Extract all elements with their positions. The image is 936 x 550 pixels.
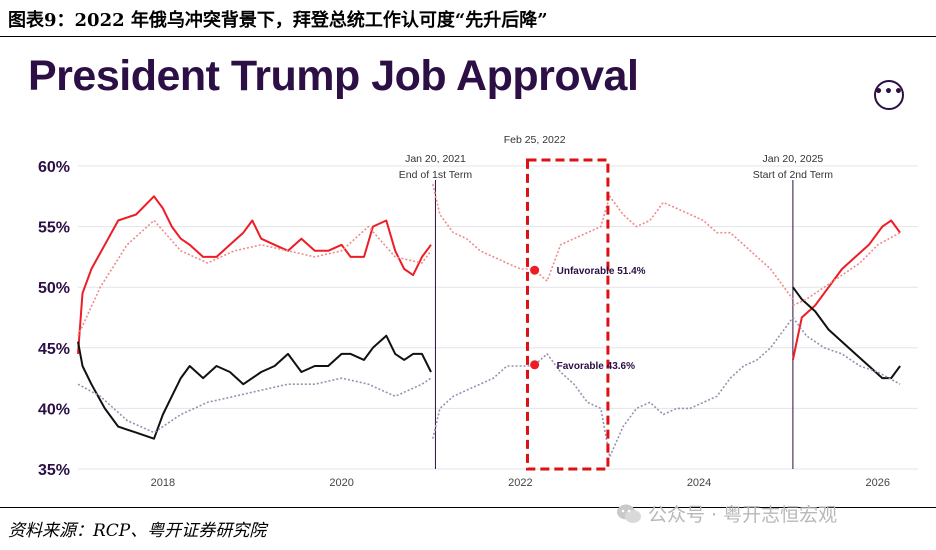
series-line (792, 317, 901, 385)
series-line (792, 231, 901, 307)
x-tick-label: 2020 (329, 477, 353, 489)
date-annotation: Feb 25, 2022 (504, 134, 566, 146)
term-vline-label: Jan 20, 2021 (405, 153, 466, 165)
source-note: 资料来源：RCP、粤开证券研究院 (8, 521, 267, 541)
more-options-button[interactable]: ••• (874, 80, 904, 110)
series-line (792, 286, 901, 380)
series-line (432, 317, 794, 458)
series-line (432, 184, 794, 300)
data-point-label: Favorable 43.6% (557, 361, 635, 372)
x-tick-label: 2018 (151, 477, 175, 489)
x-tick-label: 2022 (508, 477, 532, 489)
data-point-label: Unfavorable 51.4% (557, 266, 646, 277)
y-tick-label: 45% (38, 341, 70, 358)
highlight-box (525, 158, 610, 471)
term-vline-label: Start of 2nd Term (753, 169, 834, 181)
watermark-text: 公众号 · 粤开志恒宏观 (648, 504, 838, 526)
series-line (77, 195, 432, 354)
series-line (791, 219, 901, 361)
approval-line-chart: 35% 40% 45% 50% 55% 60% 2018 2020 2022 2024 2026 Ja… (38, 134, 918, 489)
y-tick-label: 55% (38, 220, 70, 237)
y-tick-label: 40% (38, 401, 70, 418)
wechat-icon (617, 504, 641, 523)
chart-title: President Trump Job Approval (28, 52, 639, 100)
term-vline-label: End of 1st Term (399, 169, 473, 181)
caption-rule (0, 36, 936, 37)
y-tick-label: 35% (38, 462, 70, 479)
series-line (77, 334, 432, 440)
figure-caption: 图表9：2022 年俄乌冲突背景下，拜登总统工作认可度“先升后降” (8, 10, 548, 31)
ellipsis-icon: ••• (874, 84, 904, 100)
data-point-marker (530, 360, 540, 370)
x-tick-label: 2026 (866, 477, 890, 489)
x-tick-label: 2024 (687, 477, 711, 489)
y-tick-label: 60% (38, 159, 70, 176)
source-rule (0, 507, 936, 508)
data-point-marker (530, 265, 540, 275)
watermark: 公众号 · 粤开志恒宏观 (616, 500, 837, 527)
y-tick-label: 50% (38, 280, 70, 297)
term-vline-label: Jan 20, 2025 (763, 153, 824, 165)
series-line (77, 219, 432, 337)
series-line (77, 377, 432, 434)
